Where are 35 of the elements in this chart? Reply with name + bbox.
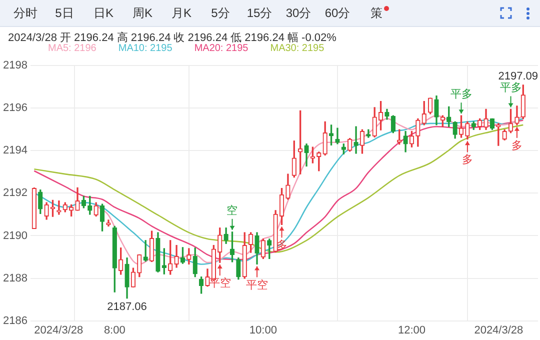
text: MA30: 2195 xyxy=(270,43,324,56)
annotation: 空 xyxy=(226,204,238,217)
text: MA10: 2195 xyxy=(118,43,172,56)
annotation: 多 xyxy=(511,140,522,152)
annotation: 平空 xyxy=(246,278,268,292)
text: 60分 xyxy=(324,4,352,22)
y-tick-label: 2190 xyxy=(2,230,28,242)
text: 分时 xyxy=(12,4,38,22)
text: 策 xyxy=(370,4,384,22)
y-tick-label: 2196 xyxy=(2,102,28,114)
text: 5日 xyxy=(54,4,75,22)
text: 日K xyxy=(92,4,114,22)
y-tick-label: 2192 xyxy=(2,187,28,200)
y-tick-label: 2198 xyxy=(2,60,28,72)
y-tick-label: 2188 xyxy=(2,272,28,284)
x-tick-label: 12:00 xyxy=(398,324,426,336)
x-tick-label: 8:00 xyxy=(104,324,126,336)
x-tick-label: 2024/3/28 xyxy=(474,324,524,336)
annotation: 平多 xyxy=(450,88,472,101)
annotation: 平多 xyxy=(500,82,522,94)
text: 2187.06 xyxy=(107,300,147,313)
y-tick-label: 2186 xyxy=(2,314,28,327)
x-tick-label: 10:00 xyxy=(249,324,277,336)
text: MA20: 2195 xyxy=(194,43,248,56)
x-tick-label: 2024/3/28 xyxy=(34,324,84,336)
text: 5分 xyxy=(210,4,231,22)
text: MA5: 2196 xyxy=(48,43,96,56)
text: 月K xyxy=(170,4,192,22)
chart-subtitle: 2024/3/28 开 2196.24 高 2196.24 收 2196.24 低 2196.24 幅 -0.02% xyxy=(7,30,338,44)
text: 周K xyxy=(131,4,154,22)
text: 30分 xyxy=(284,4,312,22)
text: 2197.09 xyxy=(498,70,538,82)
text: 15分 xyxy=(246,4,274,22)
annotation: 多 xyxy=(462,154,473,166)
y-tick-label: 2194 xyxy=(2,144,28,157)
